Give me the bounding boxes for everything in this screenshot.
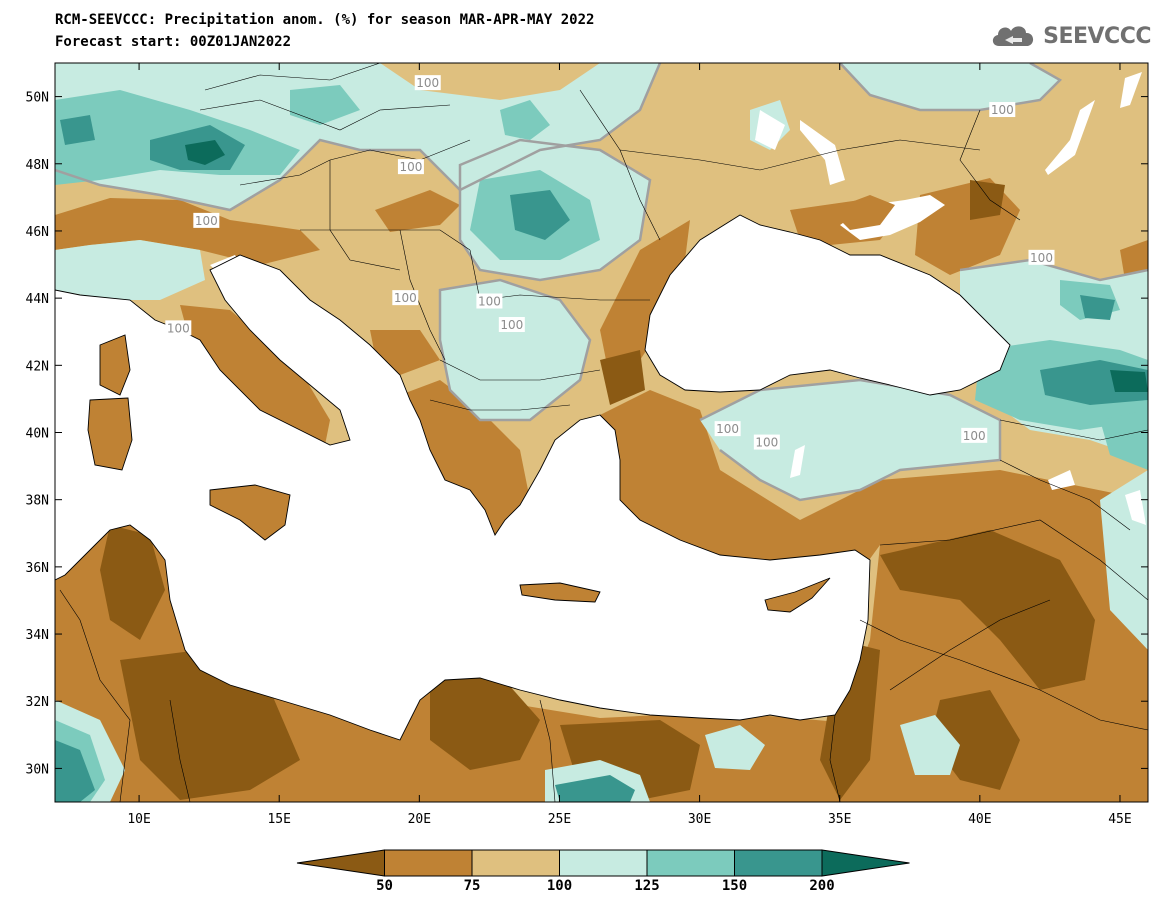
lat-tick-label: 38N: [26, 494, 49, 509]
contour-label: 100: [399, 160, 422, 174]
contour-label: 100: [716, 422, 739, 436]
lat-tick-label: 46N: [26, 225, 49, 240]
lat-tick-label: 36N: [26, 561, 49, 576]
lon-tick-label: 15E: [267, 812, 290, 827]
longitude-axis: 10E 15E 20E 25E 30E 35E 40E 45E: [127, 63, 1132, 827]
wettest-anomaly-regions: [185, 140, 1148, 392]
sardinia: [88, 398, 132, 470]
contour-label: 100: [167, 321, 190, 335]
lat-tick-label: 40N: [26, 427, 49, 442]
colorbar-label: 200: [809, 878, 834, 894]
contour-label-bg: [1028, 249, 1055, 265]
colorbar-high-arrow: [821, 849, 910, 877]
country-borders: [59, 63, 1148, 802]
sea-areas: [55, 72, 1146, 740]
contour-label-bg: [392, 290, 419, 306]
colorbar-segment: [384, 849, 473, 877]
lon-tick-label: 45E: [1108, 812, 1131, 827]
contour-label-bg: [989, 102, 1016, 118]
contour-label: 100: [1030, 251, 1053, 265]
contour-label: 100: [500, 318, 523, 332]
lat-tick-label: 50N: [26, 91, 49, 106]
map-area: 100 100 100 100 100 100 100 100 100 100 100 100: [55, 63, 1148, 802]
contour-label: 100: [416, 76, 439, 90]
lat-tick-label: 48N: [26, 158, 49, 173]
colorbar-label: 75: [464, 878, 481, 894]
colorbar-label: 125: [634, 878, 659, 894]
contour-label: 100: [963, 429, 986, 443]
contour-label-bg: [476, 293, 503, 309]
colorbar: 50 75 100 125 150 200: [296, 849, 910, 894]
lon-tick-label: 25E: [548, 812, 571, 827]
contour-label: 100: [478, 294, 501, 308]
contour-label-bg: [961, 427, 988, 443]
lon-tick-label: 40E: [968, 812, 991, 827]
colorbar-segment: [646, 849, 735, 877]
latitude-axis: 30N 32N 34N 36N 38N 40N 42N 44N 46N 48N 50N: [26, 91, 1148, 777]
forecast-start: Forecast start: 00Z01JAN2022: [55, 34, 292, 50]
contour-label: 100: [394, 291, 417, 305]
seevccc-logo: SEEVCCC: [989, 20, 1151, 52]
contour-label-bg: [753, 434, 780, 450]
lat-tick-label: 32N: [26, 695, 49, 710]
cloud-icon: [992, 26, 1034, 46]
map-title: RCM-SEEVCCC: Precipitation anom. (%) for…: [55, 12, 595, 28]
contour-labels: 100 100 100 100 100 100 100 100 100 100 100 100: [165, 75, 1055, 450]
colorbar-segment: [559, 849, 648, 877]
lon-tick-label: 30E: [688, 812, 711, 827]
colorbar-label: 100: [547, 878, 572, 894]
contour-label: 100: [195, 214, 218, 228]
sicily: [210, 485, 290, 540]
coastlines: [55, 214, 1011, 741]
contour-label-bg: [165, 320, 192, 336]
colorbar-label: 50: [376, 878, 393, 894]
colorbar-segment: [471, 849, 560, 877]
lat-tick-label: 44N: [26, 292, 49, 307]
wet-anomaly-regions: [55, 63, 1148, 802]
crimea: [830, 195, 895, 230]
colorbar-segment: [734, 849, 823, 877]
contour-label-bg: [498, 317, 525, 333]
colorbar-low-arrow: [296, 849, 385, 877]
lon-tick-label: 35E: [828, 812, 851, 827]
very-dry-anomaly-regions: [90, 180, 1095, 800]
lon-tick-label: 20E: [408, 812, 431, 827]
lat-tick-label: 30N: [26, 762, 49, 777]
lat-tick-label: 42N: [26, 359, 49, 374]
contour-label-bg: [714, 421, 741, 437]
lon-tick-label: 10E: [127, 812, 150, 827]
contour-label-bg: [414, 75, 441, 91]
colorbar-label: 150: [722, 878, 747, 894]
lat-tick-label: 34N: [26, 628, 49, 643]
contour-label-bg: [193, 212, 220, 228]
logo-text: SEEVCCC: [1043, 23, 1151, 49]
contour-label: 100: [991, 103, 1014, 117]
contour-label-bg: [397, 159, 424, 175]
contour-label: 100: [755, 436, 778, 450]
cyprus: [765, 578, 830, 612]
corsica: [100, 335, 130, 395]
